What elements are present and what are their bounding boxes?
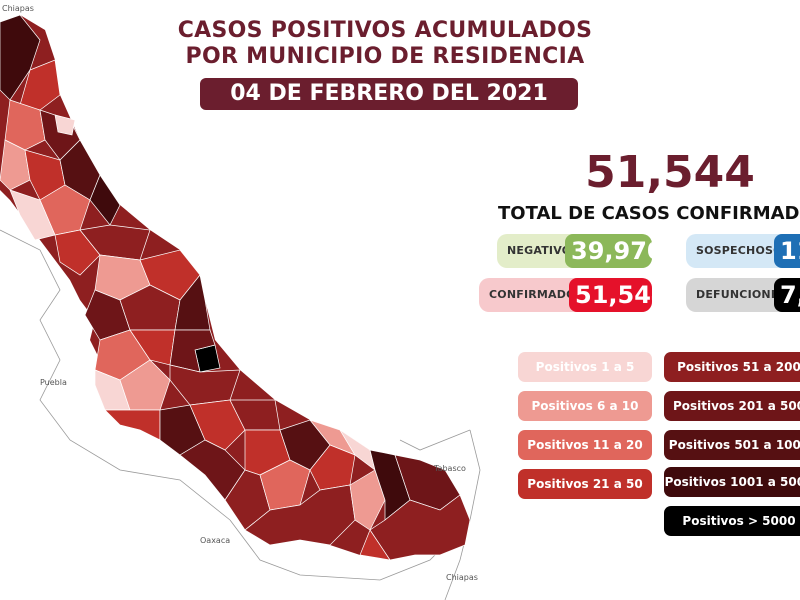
legend-positivos-51-200: Positivos 51 a 200	[664, 352, 800, 382]
place-label-tabasco: Tabasco	[434, 464, 466, 473]
stat-negativos: NEGATIVOS 39,970	[497, 234, 652, 268]
place-label-chiapas-top: Chiapas	[2, 4, 34, 13]
stat-defunciones-label: DEFUNCIONES	[696, 288, 787, 301]
legend-positivos-1001-5000: Positivos 1001 a 5000	[664, 467, 800, 497]
stat-confirmados: CONFIRMADOS 51,544	[479, 278, 652, 312]
legend-positivos-6-10: Positivos 6 a 10	[518, 391, 652, 421]
legend-positivos-501-1000: Positivos 501 a 1000	[664, 430, 800, 460]
legend-positivos-1-5: Positivos 1 a 5	[518, 352, 652, 382]
legend-positivos-11-20: Positivos 11 a 20	[518, 430, 652, 460]
total-cases-number: 51,544	[585, 147, 755, 198]
municipalities	[0, 14, 471, 561]
stat-defunciones: DEFUNCIONES 7,	[686, 278, 800, 312]
legend-positivos-201-500: Positivos 201 a 500	[664, 391, 800, 421]
total-cases-label: TOTAL DE CASOS CONFIRMADOS	[498, 203, 800, 224]
title-line-1: CASOS POSITIVOS ACUMULADOS	[177, 18, 593, 43]
stat-sospechosos: SOSPECHOSOS 11	[686, 234, 800, 268]
stat-confirmados-label: CONFIRMADOS	[489, 288, 584, 301]
date-banner: 04 DE FEBRERO DEL 2021	[200, 78, 578, 110]
place-label-chiapas-bottom: Chiapas	[446, 573, 478, 582]
stat-defunciones-value: 7,	[774, 278, 800, 312]
stat-negativos-label: NEGATIVOS	[507, 244, 580, 257]
stat-confirmados-value: 51,544	[569, 278, 652, 312]
legend-positivos-over-5000: Positivos > 5000	[664, 506, 800, 536]
place-label-oaxaca: Oaxaca	[200, 536, 231, 545]
stat-sospechosos-label: SOSPECHOSOS	[696, 244, 791, 257]
stat-negativos-value: 39,970	[565, 234, 652, 268]
page-title: CASOS POSITIVOS ACUMULADOS POR MUNICIPIO…	[150, 18, 620, 70]
stat-sospechosos-value: 11	[774, 234, 800, 268]
place-label-puebla: Puebla	[40, 378, 67, 387]
legend-positivos-21-50: Positivos 21 a 50	[518, 469, 652, 499]
title-line-2: POR MUNICIPIO DE RESIDENCIA	[185, 44, 585, 69]
